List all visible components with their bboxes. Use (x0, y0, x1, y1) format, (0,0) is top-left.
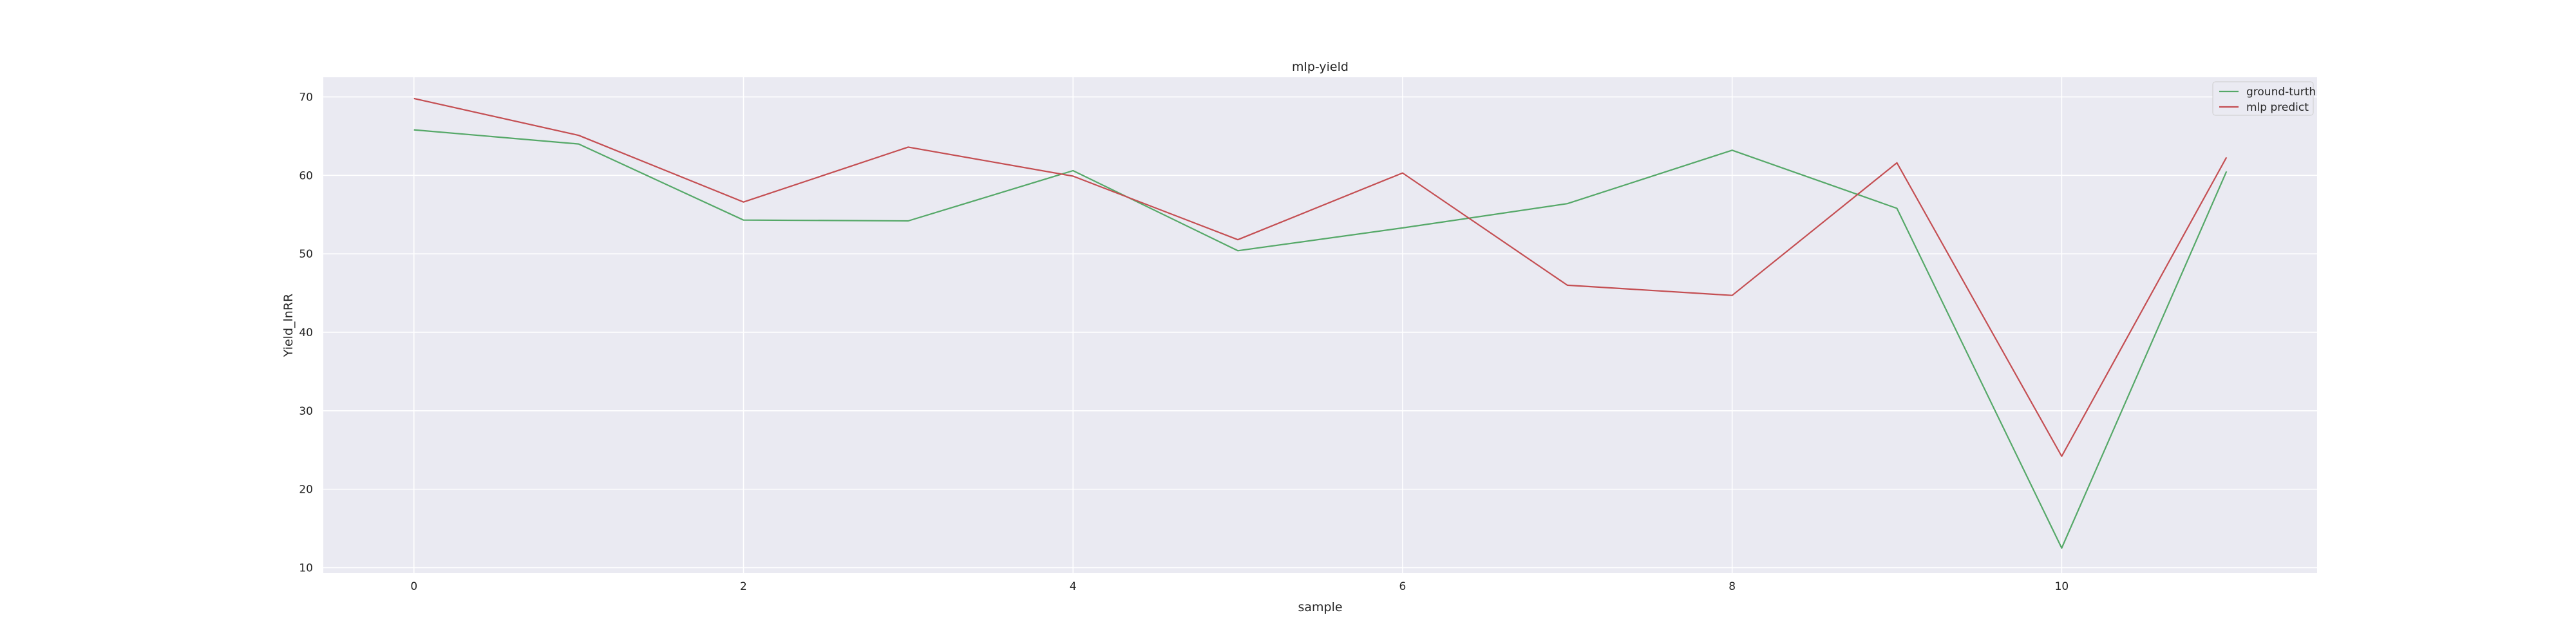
series-lines (413, 97, 2228, 549)
x-tick-label: 0 (410, 580, 417, 593)
tick-labels: 10 20 30 40 50 60 70 0 2 4 6 8 10 (299, 91, 2069, 593)
y-axis-label: Yield_lnRR (281, 294, 296, 357)
y-tick-label: 10 (299, 562, 313, 574)
legend-label: mlp predict (2246, 101, 2309, 114)
y-tick-label: 20 (299, 484, 313, 497)
y-tick-label: 60 (299, 169, 313, 182)
x-tick-label: 2 (740, 580, 747, 593)
x-tick-label: 4 (1070, 580, 1077, 593)
y-tick-label: 50 (299, 248, 313, 261)
plot-background (323, 77, 2317, 573)
x-tick-label: 10 (2055, 580, 2069, 593)
x-axis-label: sample (1298, 600, 1342, 614)
y-tick-label: 40 (299, 327, 313, 339)
y-tick-label: 30 (299, 405, 313, 418)
grid-lines (323, 77, 2317, 573)
legend: ground-turth mlp predict (2212, 81, 2316, 116)
y-tick-label: 70 (299, 91, 313, 104)
legend-label: ground-turth (2246, 86, 2316, 99)
series-line-mlp-predict (413, 97, 2228, 457)
series-line-ground-turth (413, 129, 2228, 549)
chart-title: mlp-yield (1292, 60, 1349, 74)
x-tick-label: 6 (1399, 580, 1406, 593)
x-tick-label: 8 (1728, 580, 1736, 593)
